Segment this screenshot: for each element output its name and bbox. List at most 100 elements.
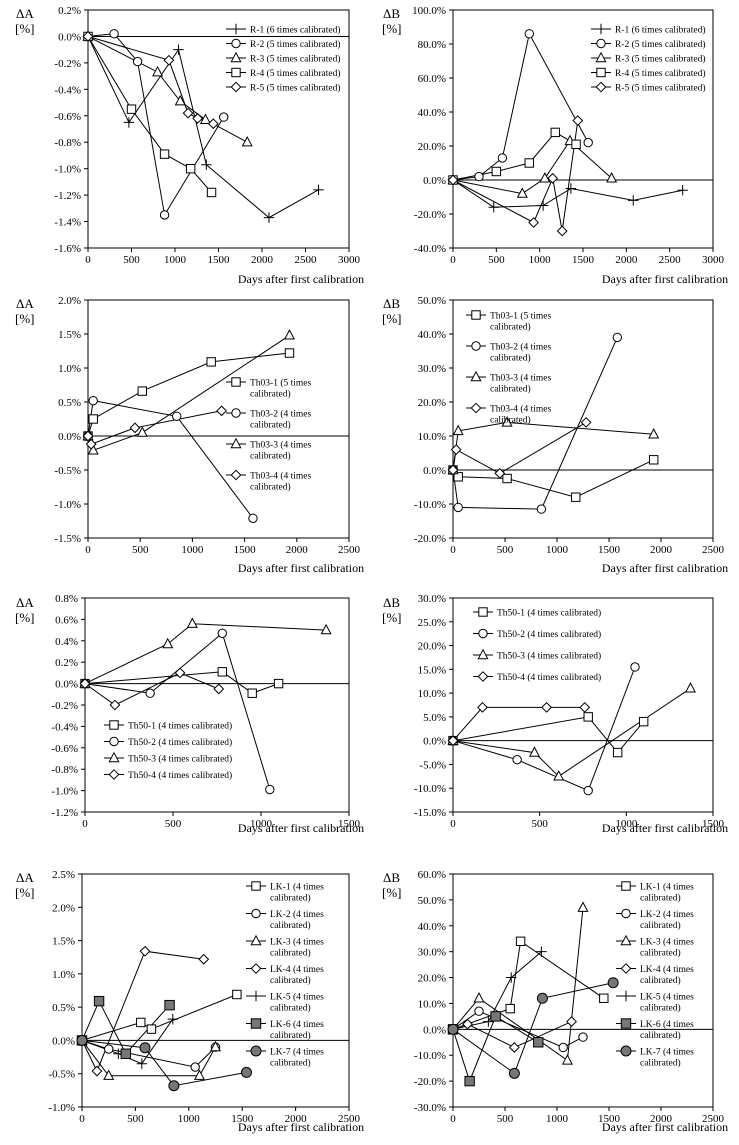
legend-swatch-marker: [108, 751, 120, 763]
series-line: [452, 337, 618, 510]
legend-entry: LK-2 (4 times calibrated): [640, 909, 694, 931]
x-tick-label: 0: [450, 1113, 456, 1125]
data-point: [198, 953, 210, 965]
data-point: [490, 1011, 501, 1022]
y-tick-label: -10.0%: [414, 499, 446, 511]
y-tick-label: 0.0%: [423, 736, 446, 748]
legend-swatch-marker: [230, 23, 242, 35]
data-point: [648, 428, 660, 439]
data-point: [241, 135, 253, 147]
y-axis-unit: [%]: [15, 311, 35, 326]
y-axis-label: ΔB: [383, 6, 400, 21]
x-tick-label: 2000: [286, 544, 309, 556]
x-tick-label: 2000: [615, 254, 638, 266]
legend-swatch-marker: [620, 963, 632, 974]
series-line: [452, 940, 605, 1030]
legend-entry: LK-5 (4 times calibrated): [270, 992, 324, 1014]
data-point: [85, 438, 97, 450]
x-tick-label: 1000: [164, 254, 187, 266]
x-tick-label: 1000: [615, 818, 638, 830]
y-tick-label: 15.0%: [418, 664, 446, 676]
y-tick-label: 1.0%: [58, 363, 81, 375]
y-tick-label: 10.0%: [418, 688, 446, 700]
x-tick-label: 2500: [295, 254, 318, 266]
legend-swatch-marker: [595, 23, 607, 35]
data-point: [583, 785, 593, 796]
y-tick-label: 0.2%: [55, 657, 78, 669]
y-tick-label: -0.2%: [54, 58, 81, 70]
x-tick-label: 1000: [546, 544, 569, 556]
x-tick-label: 0: [450, 254, 456, 266]
data-point: [536, 992, 548, 1004]
legend-entry: LK-5 (4 times calibrated): [640, 992, 694, 1014]
data-point: [506, 972, 517, 983]
legend-entry: LK-7 (4 times calibrated): [640, 1047, 694, 1069]
y-tick-label: 0.0%: [58, 431, 81, 443]
y-tick-label: 0.5%: [58, 397, 81, 409]
y-tick-label: -20.0%: [414, 209, 446, 221]
data-point: [571, 139, 581, 150]
x-tick-label: 500: [165, 818, 182, 830]
legend-swatch-marker: [478, 607, 488, 617]
data-point: [453, 502, 463, 513]
legend-entry: R-5 (5 times calibrated): [250, 83, 340, 94]
data-point: [206, 187, 217, 198]
plot-area: [452, 299, 714, 539]
y-tick-label: -0.4%: [51, 721, 78, 733]
data-point: [219, 112, 229, 122]
y-tick-label: 0.0%: [52, 1035, 75, 1047]
y-tick-label: -5.0%: [419, 759, 446, 771]
legend-swatch-marker: [250, 990, 262, 1002]
data-point: [630, 662, 640, 672]
legend: Th50-1 (4 times calibrated) Th50-2 (4 tim…: [473, 607, 601, 683]
data-point: [452, 424, 464, 436]
y-tick-label: -15.0%: [414, 807, 446, 819]
data-point: [628, 195, 639, 206]
data-point: [199, 113, 211, 124]
legend-swatch-marker: [596, 67, 606, 78]
data-point: [88, 395, 98, 406]
y-tick-label: 0.4%: [55, 636, 78, 648]
y-axis-label: ΔB: [383, 595, 400, 610]
data-point: [512, 754, 522, 765]
data-point: [473, 991, 485, 1003]
y-tick-label: 30.0%: [418, 947, 446, 959]
data-point: [132, 56, 143, 67]
chart-panel-p4: 0 500 1000 1500 2000 2500 50.0% 40.0% 30.0% 20.0%…: [382, 295, 728, 575]
data-point: [497, 153, 508, 163]
legend-swatch-marker: [250, 934, 262, 946]
legend-swatch-marker: [470, 402, 482, 414]
data-point: [139, 945, 151, 957]
data-point: [82, 31, 94, 42]
series-line: [81, 950, 204, 1073]
series-line: [452, 32, 589, 181]
data-point: [247, 688, 257, 698]
legend-swatch-marker: [477, 671, 489, 682]
data-point: [136, 426, 148, 437]
data-point: [145, 688, 155, 698]
x-tick-label: 0: [450, 818, 456, 830]
legend-entry: Th50-3 (4 times calibrated): [497, 651, 601, 662]
legend-entry: R-4 (5 times calibrated): [250, 68, 340, 79]
series-line: [87, 410, 222, 445]
x-tick-label: 1500: [702, 818, 725, 830]
legend-swatch-marker: [471, 341, 481, 351]
data-point: [273, 678, 284, 689]
series-line: [87, 33, 225, 217]
y-tick-label: -1.0%: [54, 499, 81, 511]
data-point: [201, 159, 212, 170]
legend-entry: R-1 (6 times calibrated): [615, 25, 705, 36]
y-tick-label: -10.0%: [414, 1050, 446, 1062]
legend-entry: LK-4 (4 times calibrated): [270, 964, 324, 986]
plot-area: [452, 873, 714, 1108]
y-tick-label: 20.0%: [418, 973, 446, 985]
y-tick-label: 0.6%: [55, 614, 78, 626]
data-point: [638, 716, 649, 727]
legend-entry: Th50-3 (4 times calibrated): [128, 754, 232, 765]
data-point: [172, 411, 182, 421]
data-point: [447, 464, 459, 476]
x-tick-label: 500: [123, 254, 140, 266]
y-tick-label: -1.2%: [54, 190, 81, 202]
series-line: [452, 131, 577, 181]
y-tick-label: -1.6%: [54, 243, 81, 255]
